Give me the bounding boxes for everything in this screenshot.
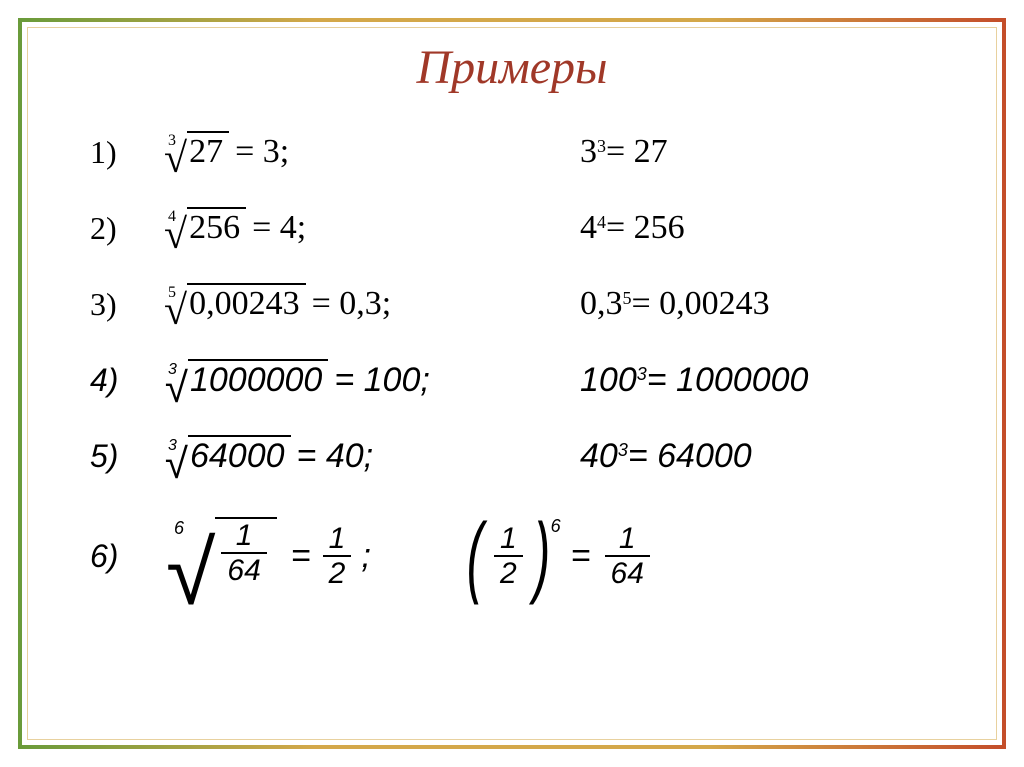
- verify-exponent: 3: [618, 440, 628, 461]
- verify-result: = 64000: [628, 437, 752, 476]
- radicand: 64000: [188, 435, 291, 476]
- example-number: 1): [90, 134, 160, 171]
- example-row: 5)3√64000 = 40;403 = 64000: [90, 425, 974, 487]
- root-expression: 3√64000 = 40;: [160, 436, 580, 477]
- verify-exponent: 3: [637, 364, 647, 385]
- verify-base: 100: [580, 361, 637, 400]
- root-expression: 4√256 = 4;: [160, 208, 580, 248]
- verify-exponent: 4: [597, 212, 606, 233]
- paren-fraction: (12)6: [460, 522, 561, 590]
- verify-result: = 1000000: [647, 361, 809, 400]
- example-number: 4): [90, 362, 160, 399]
- verify-exponent: 5: [623, 288, 632, 309]
- equals-result: = 100;: [334, 361, 429, 400]
- radicand: 256: [187, 207, 246, 247]
- fraction: 164: [221, 519, 266, 587]
- example-row: 1)3√27 = 3;33 = 27: [90, 121, 974, 183]
- root-symbol: 5√0,00243: [160, 284, 306, 324]
- root-expression: 3√27 = 3;: [160, 132, 580, 172]
- root-expression: 6√164 = 12;: [160, 521, 460, 591]
- root-symbol: 3√27: [160, 132, 229, 172]
- root-expression: 5√0,00243 = 0,3;: [160, 284, 580, 324]
- verify-base: 0,3: [580, 285, 623, 323]
- slide-content: Примеры 1)3√27 = 3;33 = 272)4√256 = 4;44…: [50, 40, 974, 727]
- example-row: 3)5√0,00243 = 0,3;0,35 = 0,00243: [90, 273, 974, 335]
- verification-expression: 0,35 = 0,00243: [580, 285, 770, 323]
- root-symbol: 4√256: [160, 208, 246, 248]
- root-symbol: 6√164: [160, 521, 277, 591]
- verify-result: = 27: [606, 133, 668, 171]
- examples-list: 1)3√27 = 3;33 = 272)4√256 = 4;44 = 2563)…: [50, 121, 974, 611]
- root-symbol: 3√1000000: [160, 360, 328, 401]
- fraction: 164: [605, 522, 650, 590]
- verification-expression: 33 = 27: [580, 133, 668, 171]
- verification-expression: 1003 = 1000000: [580, 361, 808, 400]
- verify-exponent: 6: [551, 516, 561, 537]
- verification-expression: 44 = 256: [580, 209, 685, 247]
- equals-result: = 4;: [252, 209, 306, 247]
- example-row: 2)4√256 = 4;44 = 256: [90, 197, 974, 259]
- equals-result: = 3;: [235, 133, 289, 171]
- verify-result: = 256: [606, 209, 685, 247]
- radicand: 27: [187, 131, 229, 171]
- verify-base: 40: [580, 437, 618, 476]
- example-number: 6): [90, 538, 160, 575]
- root-expression: 3√1000000 = 100;: [160, 360, 580, 401]
- radicand: 0,00243: [187, 283, 306, 323]
- example-number: 3): [90, 286, 160, 323]
- verification-expression: 403 = 64000: [580, 437, 752, 476]
- radicand: 1000000: [188, 359, 328, 400]
- page-title: Примеры: [50, 40, 974, 95]
- verify-base: 3: [580, 133, 597, 171]
- verify-result: = 0,00243: [632, 285, 770, 323]
- verify-base: 4: [580, 209, 597, 247]
- verify-exponent: 3: [597, 136, 606, 157]
- equals-result: = 40;: [297, 437, 374, 476]
- equals-result: = 0,3;: [312, 285, 392, 323]
- example-number: 2): [90, 210, 160, 247]
- root-symbol: 3√64000: [160, 436, 291, 477]
- example-number: 5): [90, 438, 160, 475]
- verification-expression: (12)6 = 164: [460, 522, 654, 590]
- example-row: 4)3√1000000 = 100;1003 = 1000000: [90, 349, 974, 411]
- example-row: 6)6√164 = 12;(12)6 = 164: [90, 501, 974, 611]
- fraction: 12: [323, 522, 352, 590]
